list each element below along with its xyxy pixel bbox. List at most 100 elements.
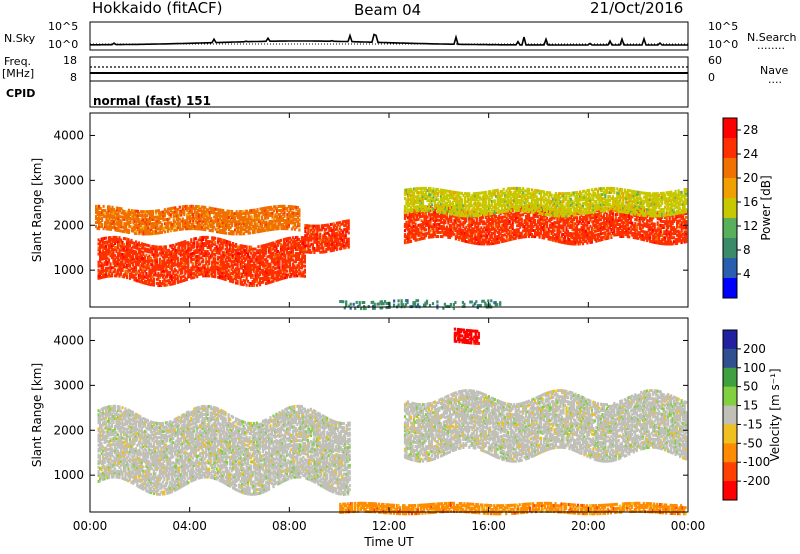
scatter-cell [172,253,175,257]
scatter-cell [99,246,102,250]
scatter-cell [136,261,139,265]
scatter-cell [118,248,121,252]
scatter-cell [257,255,260,259]
scatter-cell [124,273,127,277]
scatter-cell [267,250,271,254]
scatter-cell [125,251,129,255]
scatter-cell [254,265,257,269]
scatter-cell [244,281,247,285]
scatter-cell [196,248,199,252]
scatter-cell [103,241,106,244]
scatter-cell [131,267,135,271]
scatter-cell [102,271,105,275]
scatter-cell [99,274,102,278]
scatter-cell [221,244,224,248]
scatter-cell [106,252,109,256]
scatter-cell [155,267,158,271]
scatter-cell [107,244,111,248]
scatter-cell [226,256,229,260]
scatter-cell [238,260,241,263]
scatter-cell [112,270,115,274]
scatter-cell [223,241,226,245]
scatter-cell [125,245,129,249]
scatter-cell [206,252,209,256]
scatter-cell [107,236,111,240]
scatter-cell [264,245,268,249]
scatter-cell [172,280,175,284]
scatter-cell [157,277,160,281]
scatter-cell [248,261,251,265]
scatter-cell [254,263,257,267]
scatter-cell [178,246,181,250]
scatter-cell [125,263,129,267]
scatter-cell [233,274,236,278]
scatter-cell [100,255,103,259]
scatter-cell [229,273,232,277]
scatter-cell [105,240,108,244]
scatter-cell [218,266,221,270]
scatter-cell [105,260,108,264]
scatter-cell [206,240,209,243]
scatter-cell [260,254,263,258]
scatter-cell [269,252,272,256]
scatter-cell [260,260,263,264]
scatter-cell [170,264,173,268]
scatter-cell [127,248,130,252]
scatter-cell [208,242,211,246]
scatter-cell [218,256,221,259]
scatter-cell [161,251,164,255]
scatter-cell [230,253,233,257]
scatter-cell [214,261,217,264]
scatter-cell [272,265,275,269]
scatter-cell [187,245,190,249]
scatter-cell [247,265,250,269]
scatter-cell [267,246,271,250]
scatter-cell [146,266,149,270]
scatter-cell [224,241,227,245]
scatter-cell [170,252,173,256]
scatter-cell [102,257,105,261]
scatter-cell [142,269,145,272]
scatter-cell [253,267,256,271]
scatter-cell [211,252,214,256]
scatter-cell [125,247,129,251]
scatter-cell [139,243,142,247]
scatter-cell [257,245,260,249]
scatter-cell [203,274,206,278]
scatter-cell [194,237,197,241]
scatter-cell [176,242,179,246]
scatter-cell [145,259,148,263]
scatter-cell [107,266,111,270]
scatter-cell [137,277,140,281]
scatter-cell [245,247,248,251]
scatter-cell [197,248,200,252]
scatter-cell [154,269,157,273]
scatter-cell [250,271,253,275]
scatter-cell [221,273,224,276]
scatter-cell [214,236,217,240]
scatter-cell [200,248,203,252]
scatter-cell [166,251,169,255]
scatter-cell [244,249,247,253]
scatter-cell [181,269,184,273]
scatter-cell [158,282,161,285]
scatter-cell [258,251,262,254]
scatter-cell [248,281,251,285]
scatter-cell [133,245,136,249]
scatter-cell [131,253,135,257]
scatter-cell [99,244,102,247]
scatter-cell [264,249,268,253]
scatter-cell [107,270,111,274]
scatter-cell [157,267,160,271]
scatter-cell [116,268,120,272]
scatter-cell [185,257,188,261]
scatter-cell [170,274,173,278]
scatter-cell [208,252,211,256]
scatter-cell [209,256,212,260]
scatter-cell [257,249,260,253]
scatter-cell [212,274,215,278]
scatter-cell [196,269,199,273]
scatter-cell [255,275,259,279]
scatter-cell [181,261,184,265]
scatter-cell [167,258,170,262]
